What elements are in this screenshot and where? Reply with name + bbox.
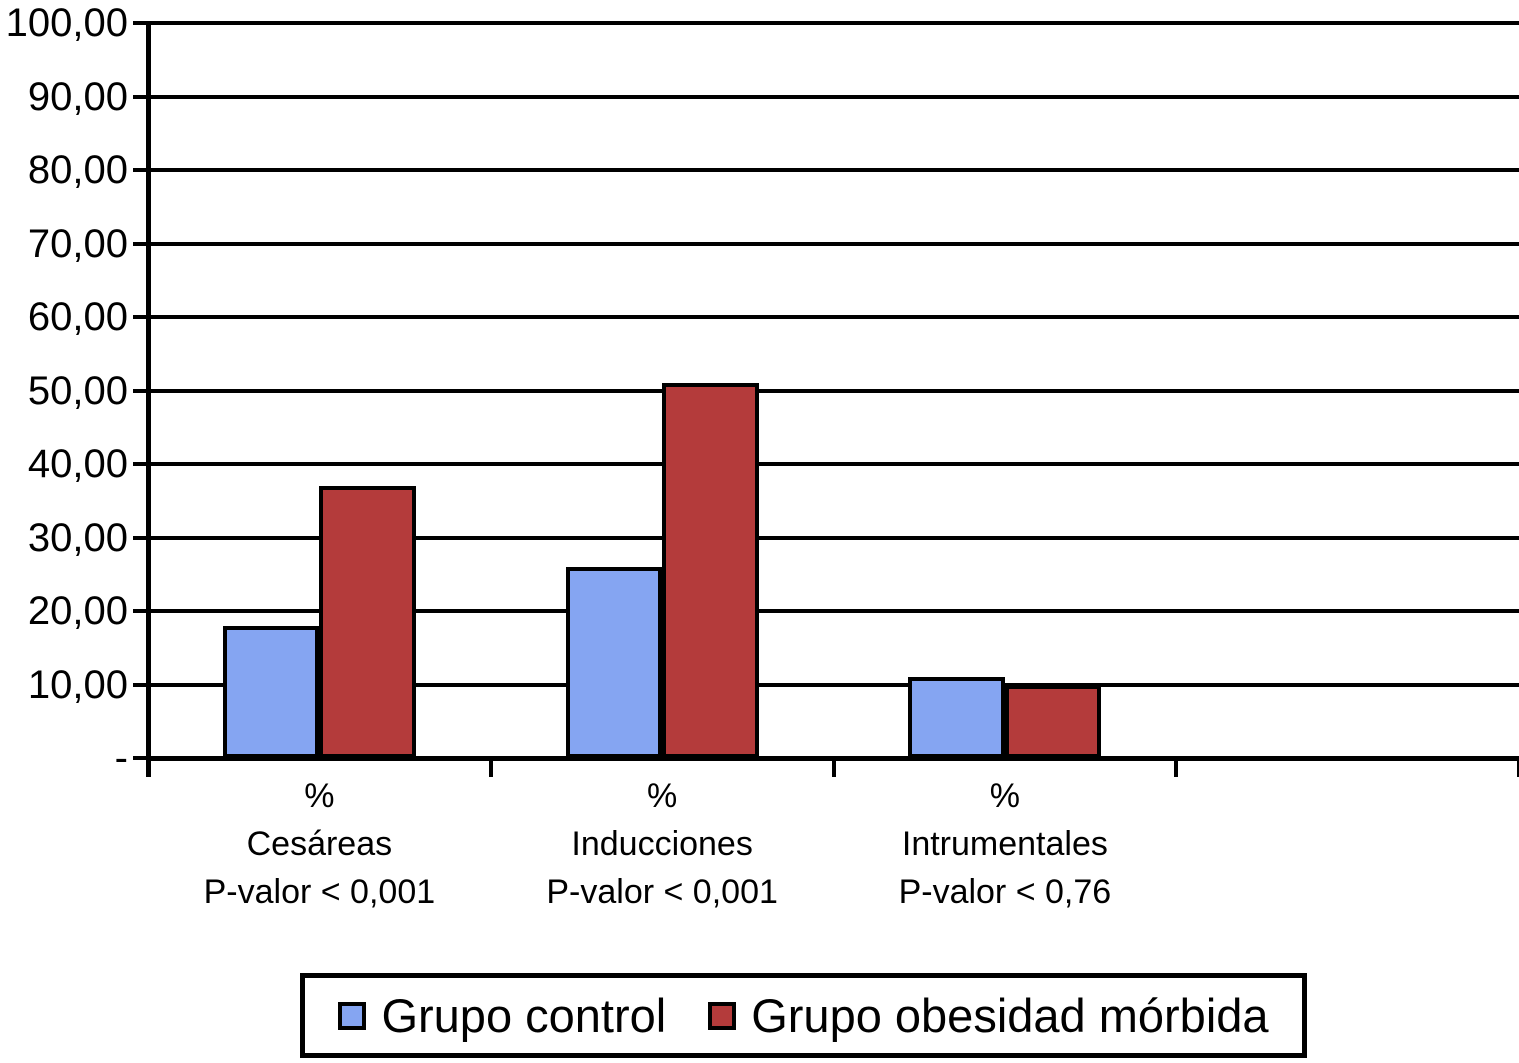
category-label-line-2: P-valor < 0,76 bbox=[898, 873, 1112, 911]
category-label-line-2: P-valor < 0,001 bbox=[546, 873, 778, 911]
y-axis-tick-30 bbox=[133, 535, 148, 540]
bar-grupo-control-cesareas bbox=[222, 625, 320, 758]
y-axis-label-20: 20,00 bbox=[27, 589, 128, 633]
category-label-line-1: Intrumentales bbox=[901, 825, 1108, 863]
gridline-100 bbox=[148, 21, 1519, 25]
y-axis-tick-90 bbox=[133, 94, 148, 99]
category-label-intrumentales: % Intrumentales P-valor < 0,76 bbox=[834, 772, 1177, 916]
legend-label-grupo-obesidad-morbida: Grupo obesidad mórbida bbox=[751, 988, 1269, 1042]
y-axis-label-10: 10,00 bbox=[27, 662, 128, 707]
bar-grupo-obesidad-morbida-inducciones bbox=[662, 383, 759, 758]
gridline-40 bbox=[148, 462, 1519, 466]
legend-label-grupo-control: Grupo control bbox=[381, 988, 667, 1042]
category-label-line-1: Inducciones bbox=[571, 825, 753, 863]
y-axis-label-90: 90,00 bbox=[27, 74, 128, 119]
category-label-cesareas: % Cesáreas P-valor < 0,001 bbox=[148, 772, 491, 916]
y-axis-label-0: - bbox=[114, 736, 128, 780]
y-axis-label-30: 30,00 bbox=[27, 515, 128, 560]
y-axis-tick-20 bbox=[133, 609, 148, 613]
y-axis-tick-50 bbox=[133, 388, 148, 393]
bar-grupo-control-inducciones bbox=[565, 566, 663, 758]
category-label-line-0: % bbox=[989, 777, 1020, 815]
gridline-30 bbox=[148, 535, 1519, 540]
gridline-70 bbox=[148, 241, 1519, 246]
gridline-10 bbox=[148, 682, 1519, 687]
legend-item-grupo-obesidad-morbida: Grupo obesidad mórbida bbox=[708, 988, 1269, 1042]
y-axis-label-60: 60,00 bbox=[27, 295, 128, 339]
bar-grupo-obesidad-morbida-intrumentales bbox=[1004, 684, 1102, 758]
y-axis-line bbox=[146, 23, 151, 777]
category-label-line-2: P-valor < 0,001 bbox=[203, 873, 436, 911]
category-label-line-1: Cesáreas bbox=[246, 825, 393, 863]
category-label-inducciones: % Inducciones P-valor < 0,001 bbox=[491, 772, 834, 916]
y-axis-label-50: 50,00 bbox=[27, 368, 128, 413]
gridline-90 bbox=[148, 94, 1519, 99]
x-axis-line bbox=[146, 756, 1519, 761]
y-axis-tick-70 bbox=[133, 241, 148, 246]
y-axis-tick-60 bbox=[133, 315, 148, 319]
legend: Grupo control Grupo obesidad mórbida bbox=[300, 973, 1307, 1058]
category-label-line-0: % bbox=[647, 777, 678, 815]
y-axis-tick-0 bbox=[133, 756, 148, 760]
legend-swatch-grupo-obesidad-morbida bbox=[708, 1001, 737, 1030]
x-axis-tick-4 bbox=[1517, 758, 1519, 777]
y-axis-label-40: 40,00 bbox=[27, 442, 128, 486]
legend-swatch-grupo-control bbox=[338, 1001, 367, 1030]
x-axis-tick-2 bbox=[831, 758, 836, 777]
bar-grupo-obesidad-morbida-cesareas bbox=[319, 486, 416, 758]
y-axis-tick-40 bbox=[133, 462, 148, 466]
y-axis-label-70: 70,00 bbox=[27, 221, 128, 266]
y-axis-label-80: 80,00 bbox=[27, 148, 128, 192]
y-axis-tick-80 bbox=[133, 168, 148, 172]
category-label-line-0: % bbox=[304, 777, 335, 815]
gridline-80 bbox=[148, 168, 1519, 172]
gridline-60 bbox=[148, 315, 1519, 319]
y-axis-label-100: 100,00 bbox=[5, 1, 128, 45]
y-axis-tick-10 bbox=[133, 682, 148, 687]
x-axis-tick-3 bbox=[1174, 758, 1179, 777]
legend-item-grupo-control: Grupo control bbox=[338, 988, 667, 1042]
gridline-20 bbox=[148, 609, 1519, 613]
gridline-50 bbox=[148, 388, 1519, 393]
x-axis-tick-1 bbox=[488, 758, 493, 777]
bar-grupo-control-intrumentales bbox=[908, 677, 1005, 758]
y-axis-tick-100 bbox=[133, 21, 148, 25]
